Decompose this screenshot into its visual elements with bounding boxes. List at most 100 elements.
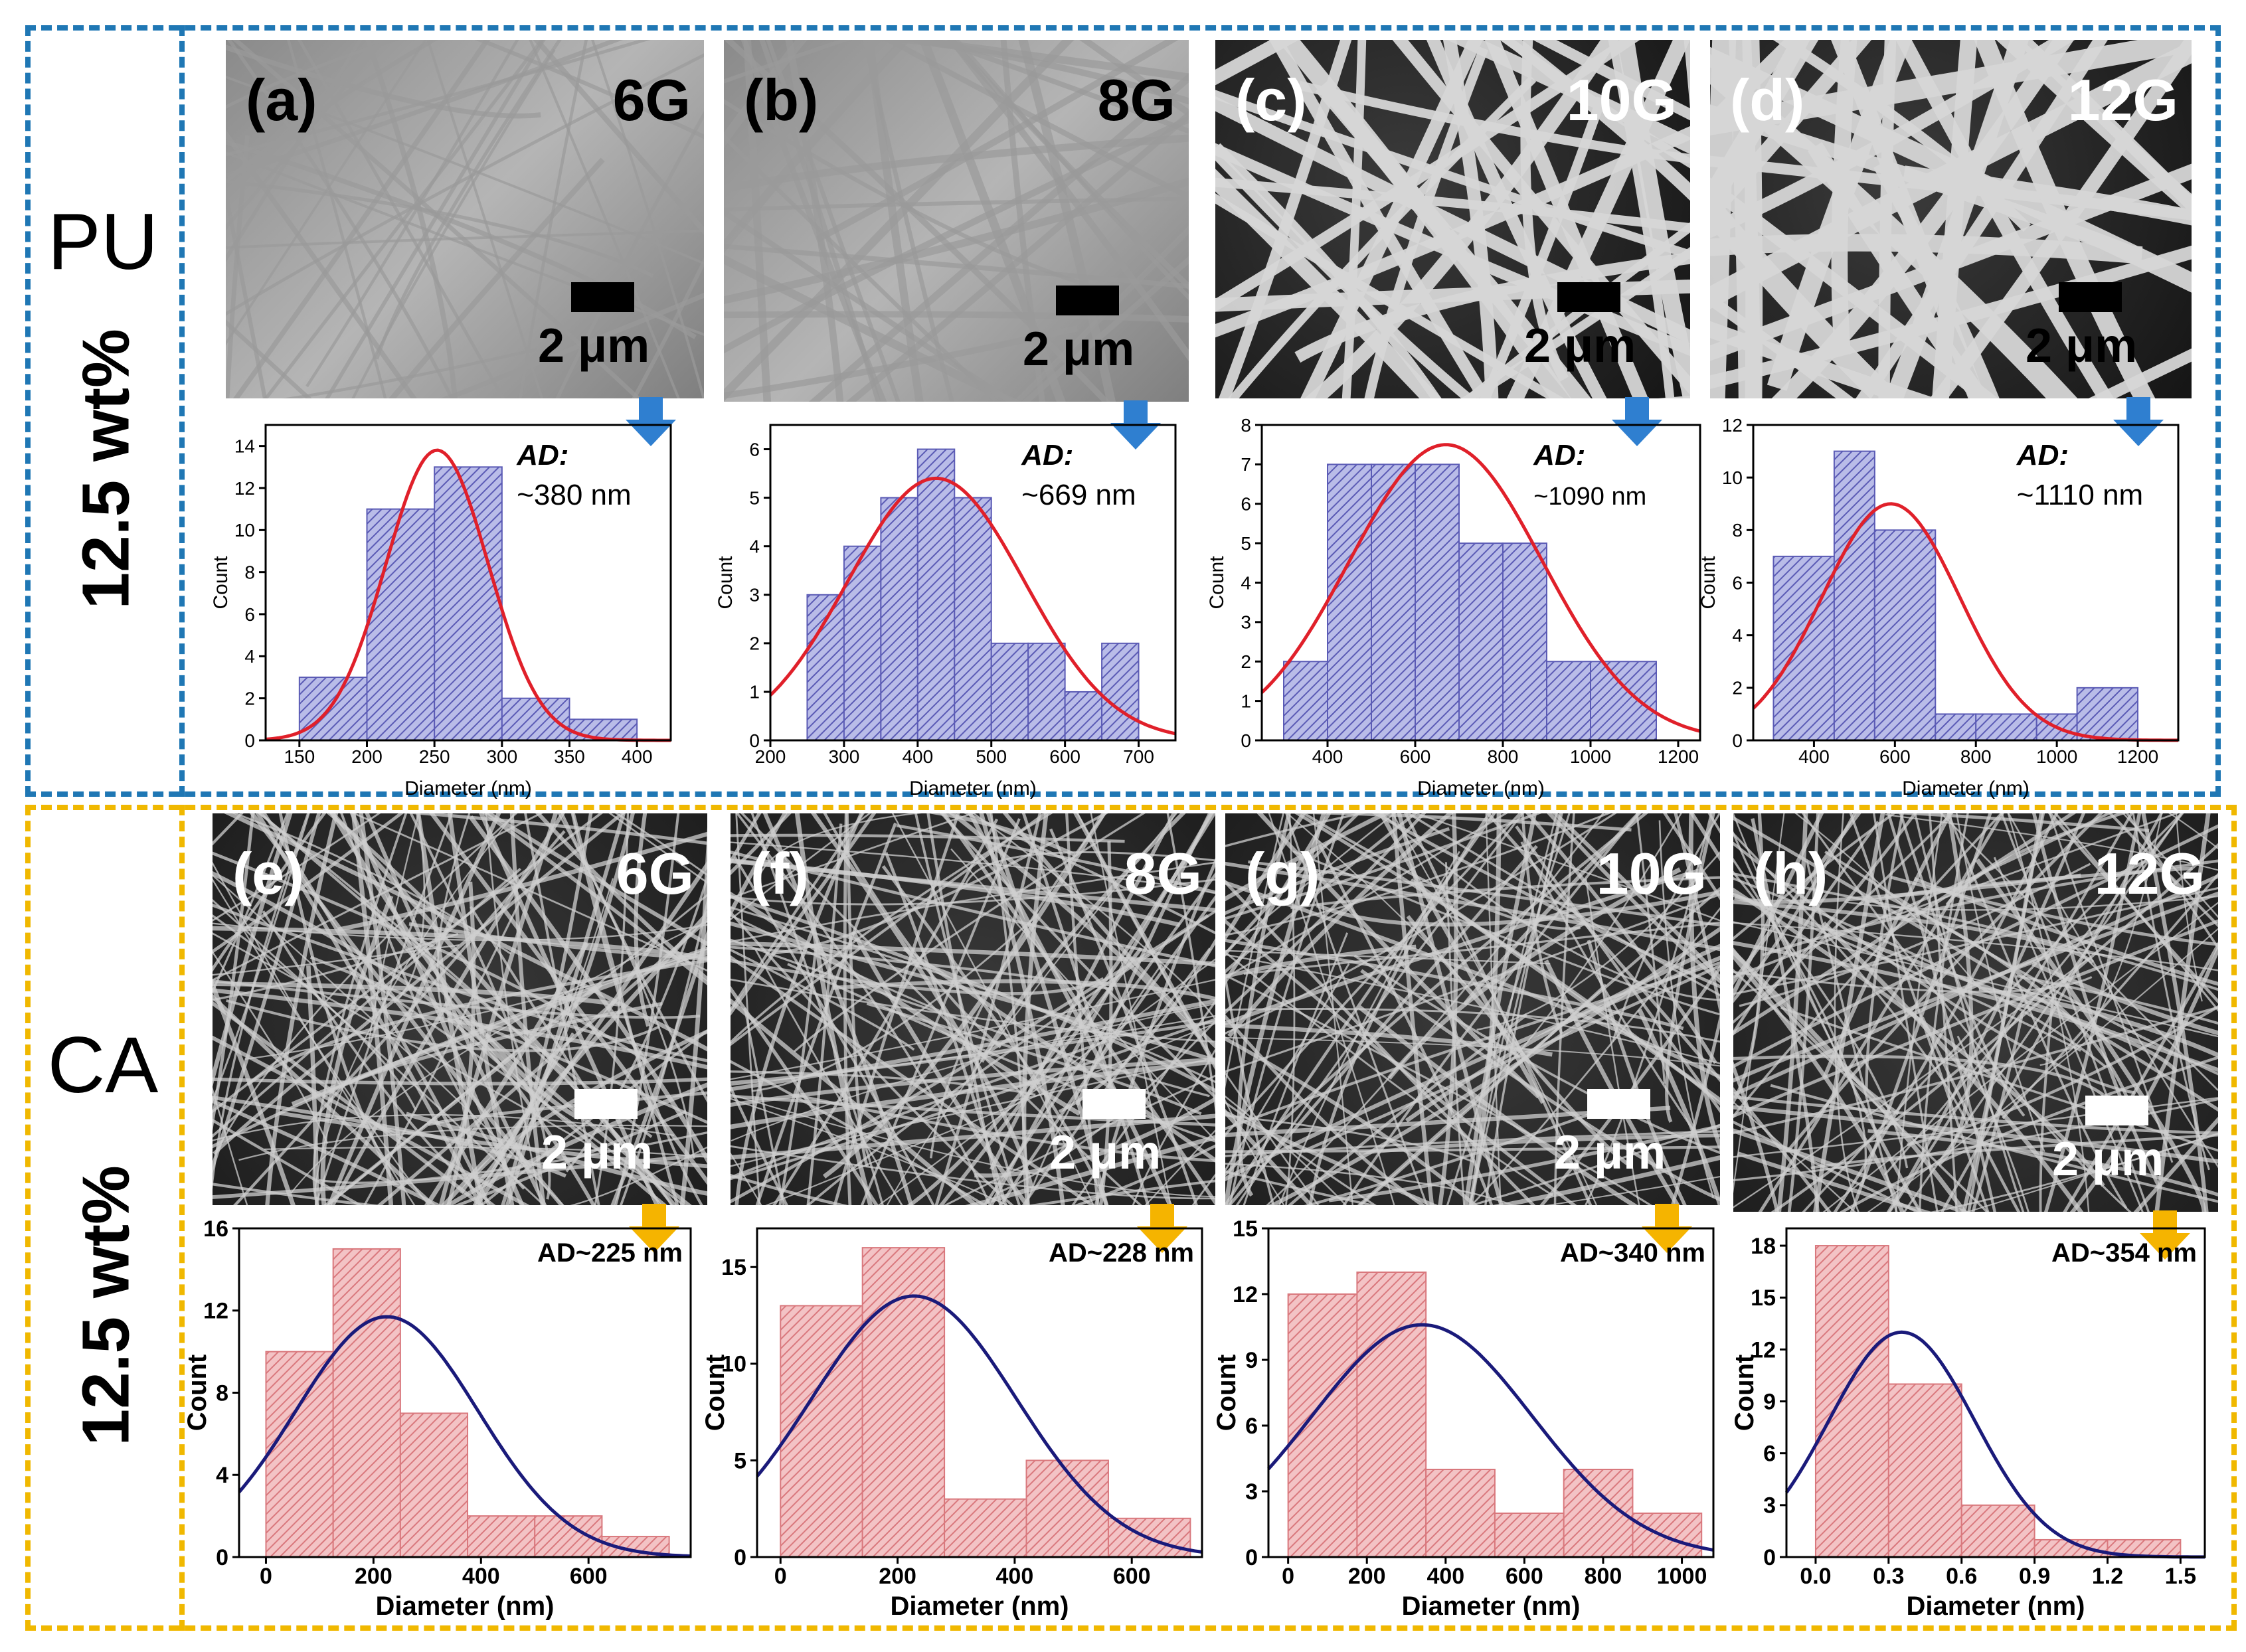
fiber: [440, 292, 704, 398]
y-tick-label: 15: [1751, 1285, 1776, 1311]
fiber: [213, 861, 416, 1205]
fiber: [2031, 813, 2162, 1189]
fiber: [479, 813, 659, 1205]
fiber: [565, 874, 707, 1173]
gaussian-fit-curve: [1267, 1323, 1714, 1552]
fiber: [731, 946, 1114, 991]
fiber: [1225, 1014, 1426, 1205]
fiber: [974, 1096, 1215, 1178]
fiber: [989, 813, 1214, 1205]
fiber: [1733, 813, 1785, 1194]
fiber: [447, 813, 515, 1205]
fiber: [1822, 813, 1952, 1078]
fiber: [1405, 944, 1720, 1123]
axes-frame: [769, 424, 1177, 742]
fiber: [1287, 1013, 1528, 1205]
y-tick-label: 5: [1241, 533, 1251, 554]
fiber: [891, 813, 1094, 1205]
scale-bar: [2059, 282, 2122, 312]
fiber: [1770, 1084, 2218, 1203]
fiber: [1710, 234, 2143, 264]
fiber: [806, 910, 1215, 1205]
fiber: [232, 830, 566, 1205]
panel-label: (e): [232, 841, 304, 906]
fiber: [1409, 878, 1720, 1103]
ad-annotation: AD~225 nm: [537, 1238, 683, 1268]
fiber: [1225, 1036, 1720, 1067]
fiber: [731, 813, 788, 918]
y-tick-label: 2: [244, 688, 255, 708]
fiber: [1438, 813, 1458, 1205]
histogram-bar: [467, 1515, 536, 1558]
x-tick-label: 200: [355, 1564, 392, 1589]
fiber: [938, 947, 1143, 1205]
fiber: [365, 813, 547, 1205]
panel-label: (b): [744, 67, 819, 133]
pu-divider: [179, 25, 185, 797]
fiber: [213, 813, 309, 1190]
scale-bar: [1082, 1089, 1146, 1119]
fiber: [914, 813, 1021, 1205]
histogram-bar: [1502, 542, 1547, 741]
fiber: [1225, 963, 1350, 1173]
fiber: [1733, 813, 1765, 1105]
fiber: [2154, 813, 2211, 1212]
fiber: [1733, 1095, 2218, 1135]
fiber: [1269, 40, 1492, 398]
fiber: [375, 40, 562, 360]
fiber: [724, 177, 1189, 304]
fiber: [1867, 1129, 2218, 1197]
fiber: [851, 930, 1030, 1205]
x-axis-label: Diameter (nm): [1907, 1592, 2085, 1620]
fiber: [213, 1035, 530, 1205]
axes-frame: [1785, 1227, 2206, 1558]
fiber: [731, 979, 1215, 1080]
x-axis-label: Diameter (nm): [1417, 778, 1545, 799]
y-tick-label: 0: [1245, 1545, 1258, 1570]
y-tick-label: 8: [1732, 520, 1743, 540]
fiber: [1413, 813, 1720, 922]
fiber: [226, 40, 624, 178]
fiber: [1971, 1011, 2024, 1212]
fiber: [808, 73, 1189, 402]
fiber: [1873, 813, 1939, 1212]
fiber: [570, 813, 703, 1205]
fiber: [731, 1059, 1215, 1129]
histogram-bar: [944, 1498, 1027, 1558]
fiber: [731, 861, 1215, 943]
fiber: [1225, 813, 1522, 1137]
fiber: [1887, 813, 2134, 1212]
fiber: [1733, 959, 2087, 1208]
panel-label: (c): [1235, 67, 1307, 133]
y-tick-label: 8: [244, 562, 255, 582]
gaussian-fit-curve: [756, 1294, 1203, 1554]
fiber: [1733, 1097, 2218, 1158]
fiber: [1229, 813, 1345, 1205]
y-tick-label: 4: [216, 1463, 228, 1488]
x-tick-label: 800: [1585, 1564, 1622, 1589]
gaussian-fit-curve: [238, 1315, 691, 1558]
fiber: [860, 818, 1021, 1205]
fiber: [2000, 813, 2150, 1212]
scale-bar-label: 2 μm: [1023, 323, 1135, 376]
fiber: [226, 40, 427, 346]
fiber: [1733, 813, 2004, 1119]
fiber: [1903, 165, 2192, 226]
histogram-bar: [265, 1351, 334, 1558]
fiber: [954, 40, 1189, 301]
fiber: [1878, 40, 1897, 398]
fiber: [226, 40, 438, 185]
fiber: [1191, 1173, 1215, 1205]
x-tick-label: 600: [1400, 746, 1431, 767]
fiber: [213, 813, 381, 922]
fiber: [918, 40, 1066, 402]
x-tick-label: 1200: [2117, 746, 2158, 767]
scale-bar: [574, 1089, 638, 1119]
fiber: [1026, 1179, 1215, 1205]
fiber: [1392, 40, 1690, 395]
fiber: [347, 966, 686, 1205]
fiber: [1397, 813, 1504, 1205]
fiber: [1710, 54, 2078, 398]
fiber: [1962, 813, 2043, 1212]
histogram-bar: [1025, 1459, 1109, 1558]
